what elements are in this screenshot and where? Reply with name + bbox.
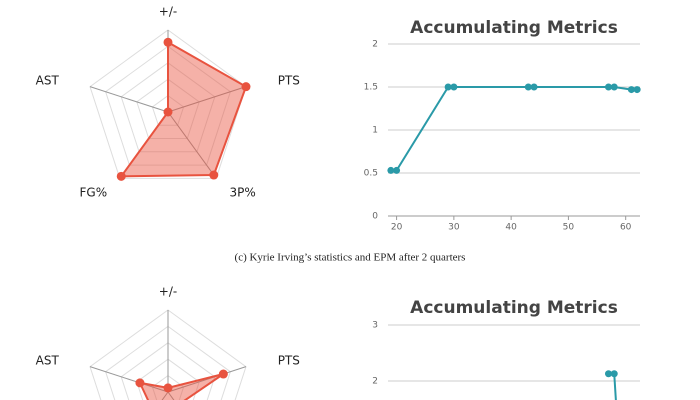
y-tick-label: 2 [372, 40, 378, 50]
data-point [393, 166, 401, 174]
x-tick-label: 20 [391, 223, 403, 233]
radar-ring [89, 309, 247, 400]
radar-ring [151, 94, 185, 126]
radar-spoke [89, 86, 169, 113]
radar-point [163, 37, 173, 47]
x-tick-label: 40 [505, 223, 517, 233]
radar-ring [105, 325, 231, 400]
radar-spoke [167, 366, 247, 393]
data-point [444, 83, 452, 91]
radar-point [163, 107, 173, 117]
radar-spoke [167, 86, 247, 113]
radar-label: AST [36, 354, 60, 368]
data-point [605, 83, 612, 91]
radar-label: PTS [278, 354, 300, 368]
chart-title: Accumulating Metrics [410, 298, 618, 318]
radar-ring [89, 29, 247, 179]
radar-ring [105, 45, 231, 166]
radar-label: PTS [278, 74, 300, 88]
radar-ring [136, 358, 200, 400]
radar-point [116, 171, 126, 181]
chart-title: Accumulating Metrics [410, 18, 618, 38]
radar-label: 3P% [230, 185, 256, 199]
data-point [627, 86, 635, 94]
radar-label: FG% [80, 185, 108, 199]
radar-ring [120, 62, 216, 153]
data-point [605, 370, 612, 378]
radar-ring [136, 78, 200, 140]
caption: (c) Kyrie Irving’s statistics and EPM af… [235, 252, 466, 264]
radar-spoke [167, 111, 217, 179]
data-point [450, 83, 458, 91]
radar-area [119, 40, 248, 178]
radar-ring [120, 342, 216, 400]
radar-point [163, 383, 173, 393]
data-point [610, 83, 618, 91]
x-tick-label: 50 [563, 223, 575, 233]
radar-label: +/- [159, 5, 177, 19]
data-line [608, 372, 617, 400]
y-tick-label: 1.5 [364, 83, 378, 93]
data-point [633, 86, 641, 94]
data-point [524, 83, 532, 91]
y-tick-label: 0.5 [364, 169, 378, 179]
data-line [390, 86, 638, 172]
data-point [530, 83, 538, 91]
radar-point [209, 170, 219, 180]
radar-label: AST [36, 74, 60, 88]
y-tick-label: 2 [372, 377, 378, 387]
radar-label: +/- [159, 285, 177, 299]
y-tick-label: 3 [372, 321, 378, 331]
radar-area [138, 373, 224, 400]
data-point [387, 166, 395, 174]
x-tick-label: 30 [448, 223, 460, 233]
radar-point [135, 378, 145, 388]
y-tick-label: 1 [372, 126, 378, 136]
radar-point [241, 82, 251, 92]
x-tick-label: 60 [620, 223, 632, 233]
y-tick-label: 0 [372, 212, 378, 222]
radar-spoke [89, 366, 169, 393]
data-point [610, 370, 618, 378]
radar-point [218, 369, 228, 379]
